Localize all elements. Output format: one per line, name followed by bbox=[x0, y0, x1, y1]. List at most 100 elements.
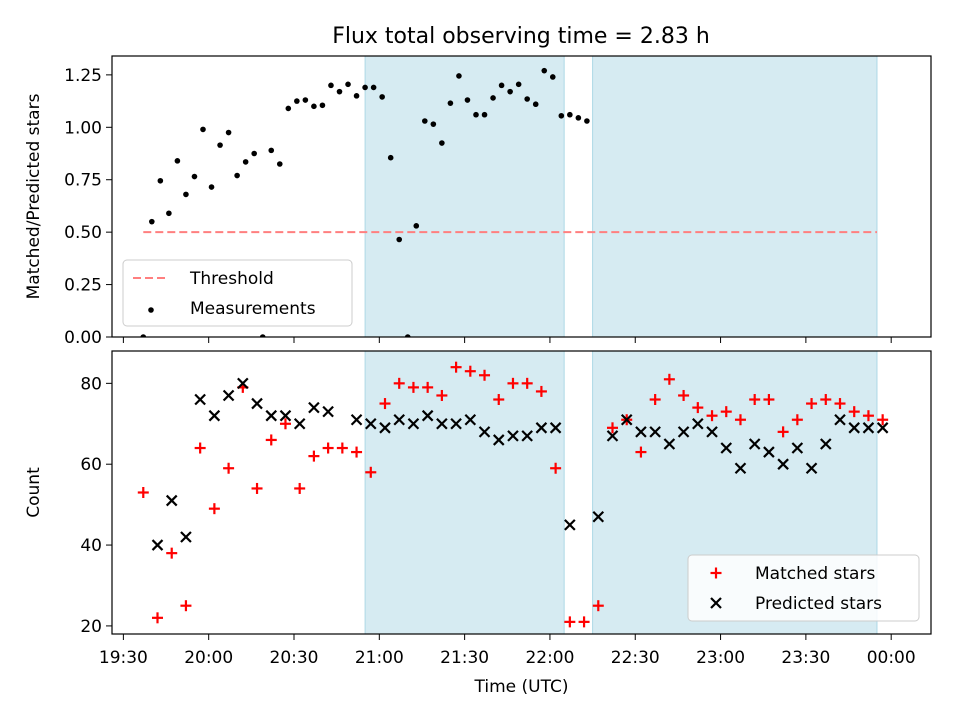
measurement-point bbox=[200, 126, 206, 133]
predicted-star-point bbox=[379, 422, 391, 434]
measurement-point bbox=[183, 191, 189, 198]
matched-star-point bbox=[208, 503, 220, 515]
matched-star-point bbox=[592, 600, 604, 612]
y-tick-label: 1.25 bbox=[64, 66, 102, 86]
matched-star-point bbox=[791, 414, 803, 426]
predicted-star-point bbox=[521, 430, 533, 442]
matched-star-point bbox=[806, 398, 818, 410]
y-tick-label: 0.75 bbox=[64, 171, 102, 191]
measurement-point bbox=[464, 97, 471, 103]
predicted-star-point bbox=[663, 438, 676, 450]
measurement-point bbox=[362, 84, 368, 91]
x-tick-label: 19:30 bbox=[99, 648, 148, 668]
measurement-point bbox=[345, 81, 351, 88]
predicted-star-point bbox=[180, 531, 192, 543]
predicted-star-point bbox=[592, 510, 605, 523]
matched-star-point bbox=[678, 389, 690, 401]
matched-star-point bbox=[493, 394, 505, 406]
legend-box bbox=[687, 554, 920, 622]
predicted-star-point bbox=[393, 413, 405, 426]
x-tick-label: 00:00 bbox=[867, 648, 916, 668]
predicted-star-point bbox=[421, 409, 434, 422]
measurement-point bbox=[242, 159, 249, 165]
predicted-star-point bbox=[350, 413, 363, 426]
y-tick-label: 60 bbox=[80, 455, 102, 475]
predicted-star-point bbox=[549, 422, 562, 434]
predicted-star-point bbox=[649, 426, 661, 438]
y-tick-label: 0.25 bbox=[64, 276, 102, 296]
measurement-point bbox=[149, 218, 155, 225]
matched-star-point bbox=[137, 487, 149, 498]
matched-star-point bbox=[152, 612, 163, 624]
predicted-star-point bbox=[279, 409, 292, 422]
predicted-star-point bbox=[194, 393, 206, 406]
matched-star-point bbox=[251, 482, 263, 494]
legend: Matched stars Predicted stars bbox=[687, 554, 920, 622]
measurement-point bbox=[370, 84, 377, 91]
measurement-point bbox=[259, 334, 266, 337]
legend-label: Threshold bbox=[189, 269, 274, 289]
matched-star-point bbox=[479, 369, 491, 381]
predicted-star-point bbox=[293, 417, 306, 430]
measurement-point bbox=[473, 111, 479, 118]
predicted-star-point bbox=[848, 422, 860, 434]
measurement-point bbox=[404, 334, 411, 337]
measurement-point bbox=[328, 82, 334, 89]
measurement-point bbox=[515, 81, 522, 88]
legend-label: Predicted stars bbox=[755, 594, 882, 614]
legend: Threshold Measurements bbox=[122, 259, 353, 327]
measurement-point bbox=[294, 98, 300, 104]
measurement-point bbox=[430, 121, 437, 127]
shaded-interval bbox=[364, 350, 565, 635]
matched-star-point bbox=[422, 381, 434, 393]
matched-star-point bbox=[820, 394, 832, 406]
predicted-star-point bbox=[507, 430, 519, 442]
chart-title: Flux total observing time = 2.83 h bbox=[332, 24, 710, 49]
x-tick-label: 22:30 bbox=[611, 648, 660, 668]
legend-label: Matched stars bbox=[755, 564, 875, 584]
measurement-point bbox=[584, 118, 590, 124]
predicted-star-point bbox=[407, 417, 420, 430]
y-axis-label: Count bbox=[24, 467, 44, 518]
predicted-star-point bbox=[805, 462, 818, 475]
matched-star-point bbox=[550, 462, 562, 474]
matched-star-point bbox=[749, 394, 761, 406]
predicted-star-point bbox=[706, 426, 718, 438]
legend-box bbox=[122, 259, 353, 327]
predicted-star-point bbox=[748, 438, 761, 450]
measurement-point bbox=[387, 154, 394, 161]
predicted-star-point bbox=[265, 409, 278, 422]
y-tick-label: 0.50 bbox=[64, 223, 102, 243]
predicted-star-point bbox=[464, 413, 477, 426]
bottom-panel: 20 40 60 80 19:30 20:00 20:30 21:00 21:30 22:00 22… bbox=[24, 350, 932, 697]
predicted-star-point bbox=[237, 377, 249, 390]
y-tick-label: 0.00 bbox=[64, 328, 102, 348]
predicted-star-point bbox=[677, 426, 690, 438]
predicted-star-point bbox=[308, 401, 320, 414]
measurement-point bbox=[379, 94, 385, 100]
predicted-star-point bbox=[436, 417, 448, 430]
predicted-star-point bbox=[478, 426, 491, 438]
predicted-star-point bbox=[222, 389, 235, 402]
predicted-star-point bbox=[322, 405, 334, 418]
matched-star-point bbox=[336, 442, 348, 454]
measurement-point bbox=[549, 74, 556, 80]
y-axis-label: Matched/Predicted stars bbox=[24, 93, 44, 299]
y-tick-label: 1.00 bbox=[64, 118, 102, 138]
x-tick-label: 21:30 bbox=[440, 648, 489, 668]
measurement-point bbox=[507, 88, 513, 95]
measurement-point bbox=[498, 82, 505, 89]
measurement-point bbox=[311, 103, 317, 110]
predicted-star-point bbox=[165, 494, 178, 507]
shaded-interval bbox=[364, 55, 565, 338]
matched-star-point bbox=[763, 394, 775, 406]
predicted-star-point bbox=[535, 422, 548, 434]
matched-star-point bbox=[877, 414, 889, 426]
predicted-star-point bbox=[208, 409, 221, 422]
matched-star-point bbox=[308, 450, 320, 462]
y-tick-label: 40 bbox=[80, 536, 102, 556]
matched-star-point bbox=[777, 426, 789, 438]
data-points bbox=[137, 361, 889, 628]
predicted-star-point bbox=[365, 417, 377, 430]
measurement-point bbox=[558, 112, 565, 119]
